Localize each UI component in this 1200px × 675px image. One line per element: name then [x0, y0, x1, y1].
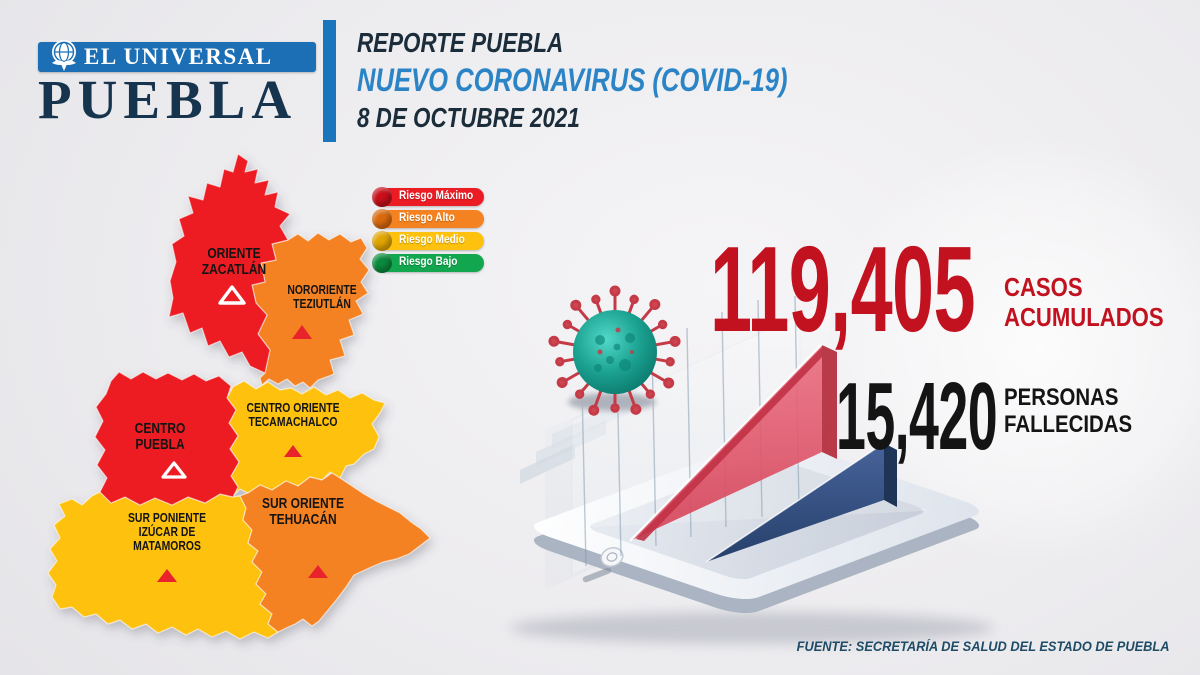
red-triangle-marker-icon — [308, 565, 328, 578]
legend-label: Riesgo Alto — [399, 212, 455, 224]
red-triangle-marker-icon — [284, 445, 302, 457]
legend-label: Riesgo Bajo — [399, 256, 458, 268]
map-region-oriente-zacatlan — [168, 153, 291, 374]
brand-logo: EL UNIVERSAL PUEBLA — [38, 40, 316, 130]
coronavirus-icon — [548, 285, 681, 416]
deaths-rising-triangle — [705, 442, 897, 563]
legend-pill — [374, 210, 484, 228]
legend-ball-icon — [372, 253, 392, 273]
legend-label: Riesgo Medio — [399, 234, 465, 246]
map-label-centro-oriente-tecamachalco: CENTRO ORIENTE TECAMACHALCO — [246, 400, 340, 429]
deaths-count: 15,420 — [836, 363, 998, 470]
risk-legend: Riesgo Máximo Riesgo Alto Riesgo Medio R… — [372, 187, 484, 276]
masthead-title: EL UNIVERSAL — [84, 44, 273, 69]
map-region-centro-puebla — [94, 371, 240, 506]
map-region-centro-oriente-tecamachalco — [226, 380, 386, 496]
map-label-centro-puebla: CENTRO PUEBLA — [134, 420, 186, 453]
globe-eagle-emblem-icon — [52, 40, 76, 71]
white-triangle-marker-icon — [218, 285, 246, 305]
source-credit: FUENTE: SECRETARÍA DE SALUD DEL ESTADO D… — [797, 639, 1170, 654]
map-label-sur-oriente-tehuacan: SUR ORIENTE TEHUACÁN — [261, 495, 345, 528]
map-label-sur-poniente-izucar: SUR PONIENTE IZÚCAR DE MATAMOROS — [127, 510, 207, 553]
legend-item-riesgo-bajo: Riesgo Bajo — [372, 253, 484, 273]
legend-pill — [374, 232, 484, 250]
legend-item-riesgo-medio: Riesgo Medio — [372, 231, 484, 251]
tablet-shadow — [510, 612, 994, 644]
white-triangle-marker-icon — [161, 461, 187, 479]
legend-pill — [374, 188, 484, 206]
red-triangle-marker-icon — [157, 569, 177, 582]
report-date: 8 DE OCTUBRE 2021 — [357, 102, 580, 133]
brand-region-title: PUEBLA — [38, 69, 298, 130]
legend-item-riesgo-alto: Riesgo Alto — [372, 209, 484, 229]
map-region-sur-oriente-tehuacan — [239, 472, 431, 633]
cases-count: 119,405 — [710, 221, 976, 357]
masthead-bar: EL UNIVERSAL — [38, 40, 316, 72]
report-title: REPORTE PUEBLA — [357, 27, 564, 58]
legend-ball-icon — [372, 187, 392, 207]
tablet-home-button — [600, 546, 624, 568]
puebla-region-map — [47, 153, 431, 640]
report-subtitle: NUEVO CORONAVIRUS (COVID-19) — [357, 62, 788, 98]
header-accent-bar — [323, 20, 336, 142]
legend-label: Riesgo Máximo — [399, 190, 474, 202]
legend-ball-icon — [372, 231, 392, 251]
map-label-nororiente-teziutlan: NORORIENTE TEZIUTLÁN — [287, 282, 357, 311]
red-triangle-marker-icon — [292, 325, 312, 339]
report-header: REPORTE PUEBLA NUEVO CORONAVIRUS (COVID-… — [357, 26, 895, 135]
map-label-oriente-zacatlan: ORIENTE ZACATLÁN — [201, 245, 267, 278]
virus-body — [573, 310, 657, 394]
tablet-illustration — [510, 285, 994, 644]
deaths-label: PERSONAS FALLECIDAS — [1004, 384, 1133, 438]
cases-label: CASOS ACUMULADOS — [1004, 272, 1164, 332]
legend-item-riesgo-maximo: Riesgo Máximo — [372, 187, 484, 207]
background-glow — [825, 135, 1200, 565]
legend-ball-icon — [372, 209, 392, 229]
tablet-speaker-slot — [582, 567, 612, 583]
legend-pill — [374, 254, 484, 272]
cases-rising-triangle — [629, 343, 837, 542]
